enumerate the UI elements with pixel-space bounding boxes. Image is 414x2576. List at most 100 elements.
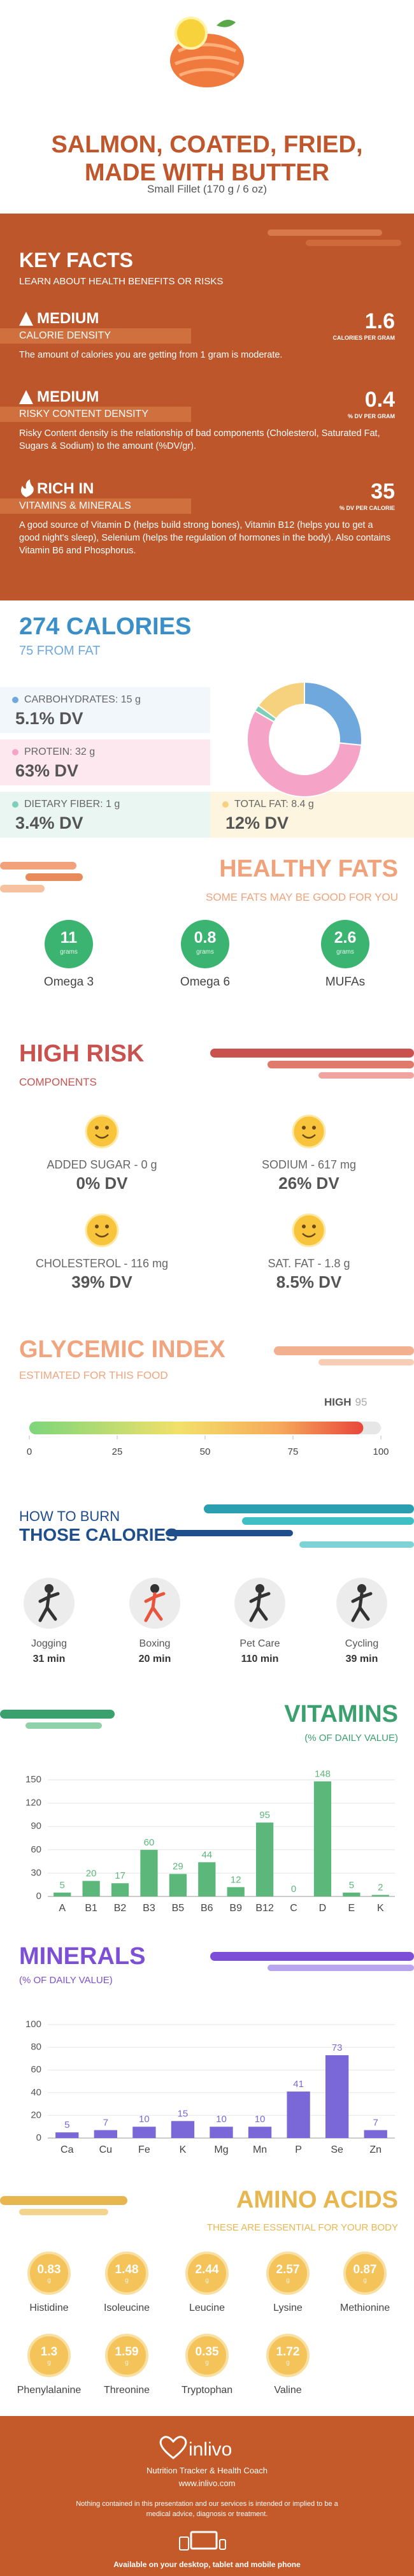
- y-tick-label: 0: [36, 2132, 41, 2143]
- nutrient-label: TOTAL FAT: 8.4 g: [234, 799, 314, 810]
- title: SALMON, COATED, FRIED, MADE WITH BUTTER: [51, 131, 363, 186]
- activity-head: [357, 1584, 366, 1593]
- risk-dv: 26% DV: [278, 1174, 339, 1193]
- value-label: 5: [349, 1880, 354, 1891]
- y-tick-label: 120: [25, 1798, 41, 1808]
- face-eye: [302, 1126, 306, 1130]
- chart-title: VITAMINS: [284, 1701, 398, 1728]
- warning-icon: [19, 390, 33, 404]
- x-tick-label: B2: [114, 1903, 127, 1914]
- face-mouth: [302, 1134, 316, 1139]
- decor-stripe: [166, 1530, 293, 1536]
- nutrient-label: DIETARY FIBER: 1 g: [24, 799, 120, 810]
- nutrient-label: CARBOHYDRATES: 15 g: [24, 694, 141, 705]
- gi-tick-label: 50: [200, 1446, 211, 1457]
- value-label: 148: [315, 1768, 331, 1779]
- fact-name: RISKY CONTENT DENSITY: [19, 409, 148, 419]
- decor-stripe: [204, 1504, 414, 1513]
- bar: [313, 1781, 332, 1896]
- amino-unit: g: [286, 2277, 290, 2284]
- amino-unit: g: [125, 2359, 129, 2366]
- activity-body: [144, 1592, 166, 1622]
- fact-text: A good source of Vitamin D (helps build …: [19, 520, 391, 556]
- bar: [169, 1874, 187, 1896]
- decor-stripe: [0, 885, 45, 892]
- fact-name-band: [0, 328, 191, 344]
- x-tick-label: B5: [172, 1903, 185, 1914]
- device-phone: [219, 2539, 226, 2550]
- value-label: 17: [115, 1870, 125, 1881]
- disclaimer: Nothing contained in this presentation a…: [76, 2500, 338, 2518]
- fact-value: 1.6: [364, 309, 395, 333]
- fact-name: VITAMINS & MINERALS: [19, 500, 131, 511]
- amino-value: 0.87: [353, 2263, 377, 2276]
- value-label: 5: [64, 2120, 69, 2130]
- y-tick-label: 20: [31, 2109, 41, 2120]
- donut-segment: [246, 709, 362, 797]
- amino-value: 2.44: [195, 2263, 219, 2276]
- bar: [198, 1862, 216, 1896]
- decor-stripe: [210, 1952, 414, 1961]
- activity-name: Jogging: [31, 1638, 68, 1649]
- amino-name: Tryptophan: [181, 2385, 233, 2396]
- x-tick-label: A: [59, 1903, 66, 1914]
- bar: [371, 1895, 389, 1896]
- fact-name-band: [0, 407, 191, 422]
- amino-unit: g: [47, 2359, 51, 2366]
- value-label: 44: [201, 1849, 212, 1860]
- risk-dv: 8.5% DV: [276, 1272, 342, 1292]
- nutrient-dot: [12, 697, 18, 703]
- decor-stripe: [19, 2209, 108, 2215]
- available: Available on your desktop, tablet and mo…: [113, 2560, 301, 2569]
- bar: [111, 1883, 129, 1896]
- activity-time: 20 min: [138, 1654, 171, 1664]
- face-mouth: [95, 1233, 109, 1238]
- fact-name: CALORIE DENSITY: [19, 330, 111, 341]
- amino-value: 1.72: [276, 2345, 300, 2359]
- chart-title: MINERALS: [19, 1943, 146, 1970]
- x-tick-label: B3: [143, 1903, 155, 1914]
- value-label: 95: [259, 1810, 270, 1821]
- fat-unit: grams: [60, 949, 78, 956]
- amino-unit: g: [125, 2277, 129, 2284]
- fact-unit: CALORIES PER GRAM: [332, 335, 395, 341]
- amino-subtitle: THESE ARE ESSENTIAL FOR YOUR BODY: [206, 2222, 398, 2233]
- x-tick-label: B9: [229, 1903, 242, 1914]
- warning-icon: [19, 312, 33, 326]
- activity-name: Pet Care: [239, 1638, 280, 1649]
- face-eye: [312, 1225, 316, 1228]
- amino-circle: [105, 2334, 148, 2377]
- bar: [325, 2055, 349, 2138]
- value-label: 29: [173, 1861, 183, 1872]
- bar: [287, 2092, 310, 2138]
- brand: inlivo: [189, 2439, 232, 2460]
- x-tick-label: P: [295, 2144, 302, 2155]
- bar: [171, 2121, 195, 2138]
- value-label: 7: [103, 2118, 108, 2128]
- value-label: 15: [178, 2108, 189, 2119]
- logo-heart: [159, 2436, 187, 2459]
- nutrient-dv: 63% DV: [15, 761, 79, 780]
- chart-subtitle: (% OF DAILY VALUE): [19, 1975, 113, 1986]
- y-tick-label: 150: [25, 1774, 41, 1785]
- amino-unit: g: [47, 2277, 51, 2284]
- y-tick-label: 80: [31, 2042, 41, 2053]
- decor-stripe: [299, 1541, 414, 1548]
- gi-bar: [29, 1422, 364, 1434]
- bar: [248, 2127, 272, 2138]
- nutrient-dv: 12% DV: [225, 813, 289, 833]
- fat-name: Omega 6: [180, 975, 231, 989]
- value-label: 12: [231, 1874, 241, 1885]
- gi-tick-label: 25: [112, 1446, 123, 1457]
- risk-title: HIGH RISK: [19, 1040, 145, 1067]
- amino-circle: [266, 2334, 310, 2377]
- amino-circle: [185, 2252, 229, 2295]
- decor-stripe: [210, 1049, 414, 1058]
- bar: [55, 2132, 79, 2138]
- decor-stripe: [0, 862, 76, 870]
- decor-stripe: [242, 1517, 414, 1525]
- amino-circle: [105, 2252, 148, 2295]
- fats-subtitle: SOME FATS MAY BE GOOD FOR YOU: [206, 891, 398, 903]
- face: [85, 1213, 119, 1248]
- face: [292, 1114, 326, 1149]
